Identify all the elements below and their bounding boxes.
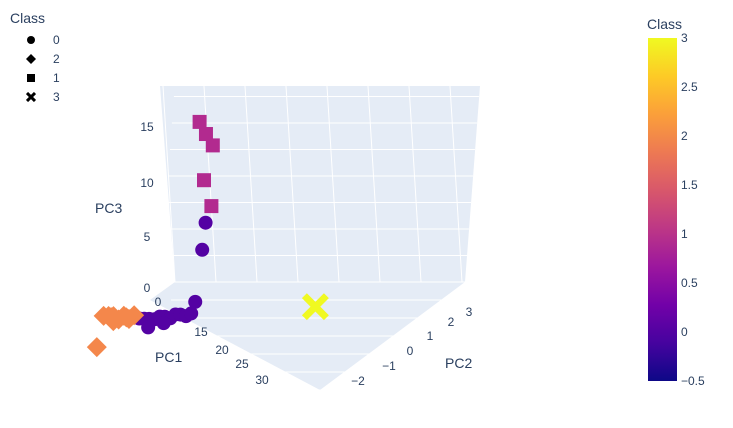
colorbar (648, 38, 677, 381)
colorbar-ticks: 3 2.5 2 1.5 1 0.5 0 −0.5 (681, 31, 705, 388)
marker-class-2[interactable] (101, 307, 122, 328)
marker-class-2[interactable] (116, 307, 137, 328)
x-icon (24, 91, 38, 102)
y-tick-label: −1 (382, 359, 396, 373)
colorbar-tick-label: 3 (681, 31, 688, 45)
legend-title: Class (10, 10, 46, 26)
colorbar-tick-label: 2.5 (681, 80, 698, 94)
legend-label: 1 (53, 70, 60, 85)
colorbar-tick-label: 0 (681, 325, 688, 339)
legend-item-1[interactable]: 1 (10, 68, 60, 87)
back-wall (160, 86, 480, 282)
circle-icon (24, 35, 38, 45)
marker-class-0[interactable] (188, 294, 203, 309)
legend: Class 0 2 1 3 (10, 10, 60, 106)
marker-class-0[interactable] (195, 242, 210, 257)
colorbar-tick-label: 2 (681, 129, 688, 143)
marker-class-1[interactable] (205, 138, 220, 153)
x-tick-label: 15 (194, 325, 208, 339)
legend-item-0[interactable]: 0 (10, 30, 60, 49)
legend-label: 3 (53, 89, 60, 104)
marker-class-1[interactable] (192, 114, 207, 129)
colorbar-title: Class (647, 16, 683, 32)
colorbar-tick-label: 1.5 (681, 178, 698, 192)
marker-class-0[interactable] (156, 316, 171, 331)
marker-class-1[interactable] (198, 127, 213, 142)
marker-class-0[interactable] (184, 306, 199, 321)
data-markers (86, 114, 329, 358)
colorbar-tick-label: 0.5 (681, 276, 698, 290)
colorbar-tick-label: 1 (681, 227, 688, 241)
legend-label: 2 (53, 51, 60, 66)
legend-label: 0 (53, 32, 60, 47)
y-tick-label: −2 (351, 374, 365, 388)
y-tick-label: 3 (466, 305, 473, 319)
marker-class-1[interactable] (197, 173, 211, 188)
z-tick-label: 0 (144, 281, 151, 295)
x-axis-title: PC1 (155, 349, 182, 365)
x-tick-label: 20 (215, 343, 229, 357)
x-tick-label: 25 (235, 357, 249, 371)
y-tick-label: 1 (427, 329, 434, 343)
y-tick-label: 0 (407, 344, 414, 358)
legend-item-3[interactable]: 3 (10, 87, 60, 106)
legend-item-2[interactable]: 2 (10, 49, 60, 68)
z-tick-label: 10 (140, 176, 154, 190)
square-icon (24, 73, 38, 83)
diamond-icon (24, 53, 38, 64)
grid-lines (151, 85, 479, 391)
x-tick-label: 30 (255, 373, 269, 387)
marker-class-3[interactable] (301, 293, 329, 321)
y-tick-label: 2 (448, 315, 455, 329)
colorbar-tick-label: −0.5 (681, 374, 705, 388)
z-tick-label: 15 (140, 120, 154, 134)
marker-class-1[interactable] (204, 199, 219, 214)
marker-class-2[interactable] (86, 337, 107, 358)
marker-class-0[interactable] (198, 215, 213, 230)
z-axis-title: PC3 (95, 200, 122, 216)
x-tick-label: 0 (155, 295, 162, 309)
y-axis-title: PC2 (445, 355, 472, 371)
z-tick-label: 5 (144, 230, 151, 244)
marker-class-0[interactable] (141, 320, 156, 335)
